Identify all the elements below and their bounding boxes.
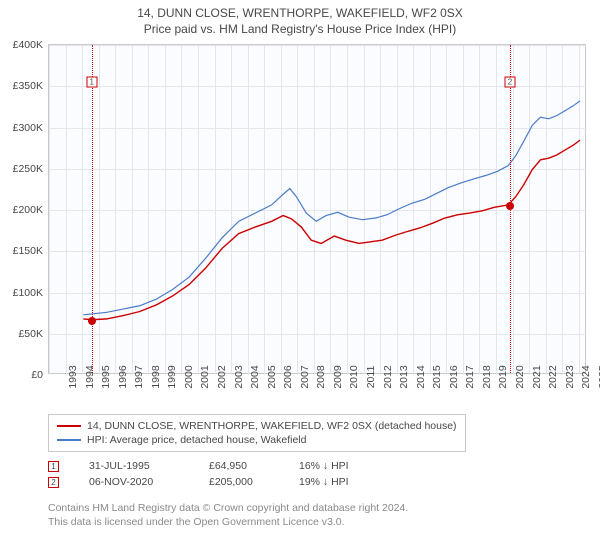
annotation-row: 2 06-NOV-2020 £205,000 19% ↓ HPI [48, 474, 394, 490]
legend-swatch [57, 425, 81, 427]
title-address: 14, DUNN CLOSE, WRENTHORPE, WAKEFIELD, W… [0, 6, 600, 20]
annotation-pct: 16% ↓ HPI [299, 460, 394, 472]
y-tick-label: £150K [13, 245, 43, 257]
series-svg [49, 45, 585, 373]
legend: 14, DUNN CLOSE, WRENTHORPE, WAKEFIELD, W… [48, 414, 466, 452]
legend-label: HPI: Average price, detached house, Wake… [87, 434, 306, 446]
legend-swatch [57, 439, 81, 441]
y-tick-label: £0 [31, 369, 43, 381]
footer-line1: Contains HM Land Registry data © Crown c… [48, 502, 408, 516]
y-tick-label: £300K [13, 122, 43, 134]
annotation-price: £205,000 [209, 476, 269, 488]
annotation-date: 06-NOV-2020 [89, 476, 179, 488]
annotation-marker-box: 2 [48, 477, 59, 488]
sales-annotation-table: 1 31-JUL-1995 £64,950 16% ↓ HPI 2 06-NOV-2020… [48, 458, 394, 490]
y-tick-label: £50K [18, 328, 43, 340]
y-tick-label: £250K [13, 163, 43, 175]
marker-dot [88, 317, 96, 325]
y-tick-label: £400K [13, 39, 43, 51]
annotation-price: £64,950 [209, 460, 269, 472]
marker-box: 2 [505, 77, 516, 88]
legend-row: HPI: Average price, detached house, Wake… [57, 433, 457, 447]
marker-box: 1 [86, 77, 97, 88]
plot-area: £0£50K£100K£150K£200K£250K£300K£350K£400… [48, 44, 586, 374]
footer-line2: This data is licensed under the Open Gov… [48, 516, 408, 530]
y-tick-label: £350K [13, 80, 43, 92]
annotation-row: 1 31-JUL-1995 £64,950 16% ↓ HPI [48, 458, 394, 474]
annotation-pct: 19% ↓ HPI [299, 476, 394, 488]
chart-container: 14, DUNN CLOSE, WRENTHORPE, WAKEFIELD, W… [0, 0, 600, 560]
y-tick-label: £100K [13, 287, 43, 299]
legend-label: 14, DUNN CLOSE, WRENTHORPE, WAKEFIELD, W… [87, 420, 457, 432]
y-tick-label: £200K [13, 204, 43, 216]
annotation-marker-box: 1 [48, 461, 59, 472]
title-subtitle: Price paid vs. HM Land Registry's House … [0, 22, 600, 36]
legend-row: 14, DUNN CLOSE, WRENTHORPE, WAKEFIELD, W… [57, 419, 457, 433]
marker-dot [506, 202, 514, 210]
annotation-date: 31-JUL-1995 [89, 460, 179, 472]
footer-attribution: Contains HM Land Registry data © Crown c… [48, 502, 408, 529]
chart-titles: 14, DUNN CLOSE, WRENTHORPE, WAKEFIELD, W… [0, 0, 600, 36]
